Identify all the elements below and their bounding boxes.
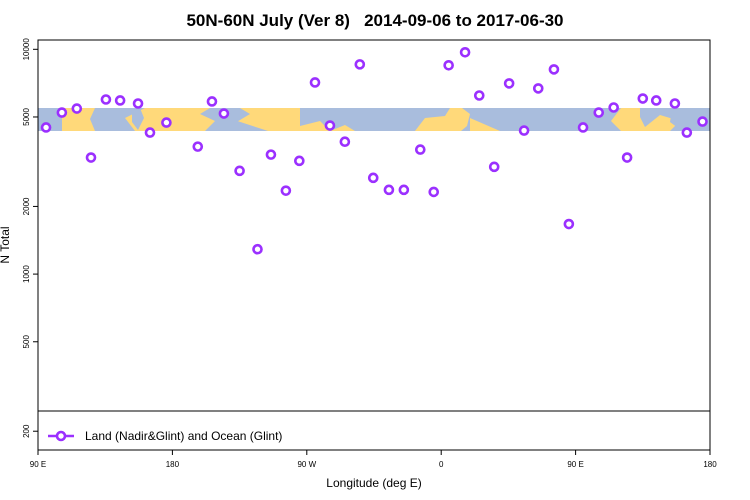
point: [339, 136, 351, 148]
point: [265, 149, 277, 160]
point: [324, 120, 336, 131]
point: [100, 94, 112, 105]
point: [577, 122, 589, 133]
point: [309, 77, 321, 88]
point: [488, 161, 500, 173]
point: [459, 46, 471, 58]
point: [234, 165, 245, 177]
point: [383, 184, 395, 196]
point: [532, 83, 544, 94]
chart-title: 50N-60N July (Ver 8) 2014-09-06 to 2017-…: [186, 11, 563, 30]
y-tick-label: 5000: [22, 108, 31, 126]
point: [367, 172, 379, 184]
point: [85, 152, 97, 163]
y-tick-label: 500: [22, 335, 31, 349]
point: [608, 102, 619, 113]
point: [252, 243, 263, 255]
map-land: [132, 108, 144, 130]
x-tick-label: 90 E: [567, 460, 583, 469]
point: [697, 116, 708, 127]
series: [40, 46, 708, 255]
map-land: [38, 108, 145, 131]
point: [206, 96, 218, 107]
point: [681, 127, 693, 138]
x-tick-label: 90 W: [297, 460, 316, 469]
point: [280, 185, 292, 196]
point: [503, 78, 515, 89]
point: [593, 107, 605, 118]
point: [443, 59, 454, 71]
point: [563, 218, 575, 230]
point: [398, 184, 410, 196]
point: [637, 93, 649, 104]
legend-label: Land (Nadir&Glint) and Ocean (Glint): [85, 429, 282, 443]
point: [518, 125, 530, 136]
point: [414, 144, 426, 155]
point: [56, 107, 68, 118]
x-axis-label: Longitude (deg E): [326, 476, 421, 490]
point: [132, 98, 144, 109]
point: [650, 95, 662, 106]
point: [354, 59, 366, 70]
map-band: [38, 108, 710, 131]
point: [669, 98, 681, 109]
point: [548, 64, 560, 75]
legend-marker: [55, 430, 67, 442]
y-tick-label: 10000: [22, 38, 31, 61]
x-tick-label: 90 E: [30, 460, 46, 469]
point: [114, 95, 126, 106]
point: [473, 90, 485, 101]
plot-frame: [37, 39, 711, 451]
point: [428, 186, 440, 198]
y-tick-label: 2000: [22, 197, 31, 215]
y-tick-label: 1000: [22, 265, 31, 283]
point: [161, 117, 172, 128]
x-tick-label: 180: [166, 460, 180, 469]
y-tick-label: 200: [22, 424, 31, 438]
x-tick-label: 180: [703, 460, 717, 469]
map-land: [200, 108, 268, 131]
point: [71, 103, 83, 114]
y-axis-label: N Total: [0, 226, 12, 263]
map-land: [300, 108, 450, 131]
map-land: [640, 108, 710, 131]
point: [294, 155, 305, 167]
point: [40, 122, 52, 133]
point: [144, 127, 156, 138]
point: [621, 152, 633, 163]
point: [192, 141, 204, 152]
x-tick-label: 0: [439, 460, 444, 469]
point: [218, 108, 230, 119]
